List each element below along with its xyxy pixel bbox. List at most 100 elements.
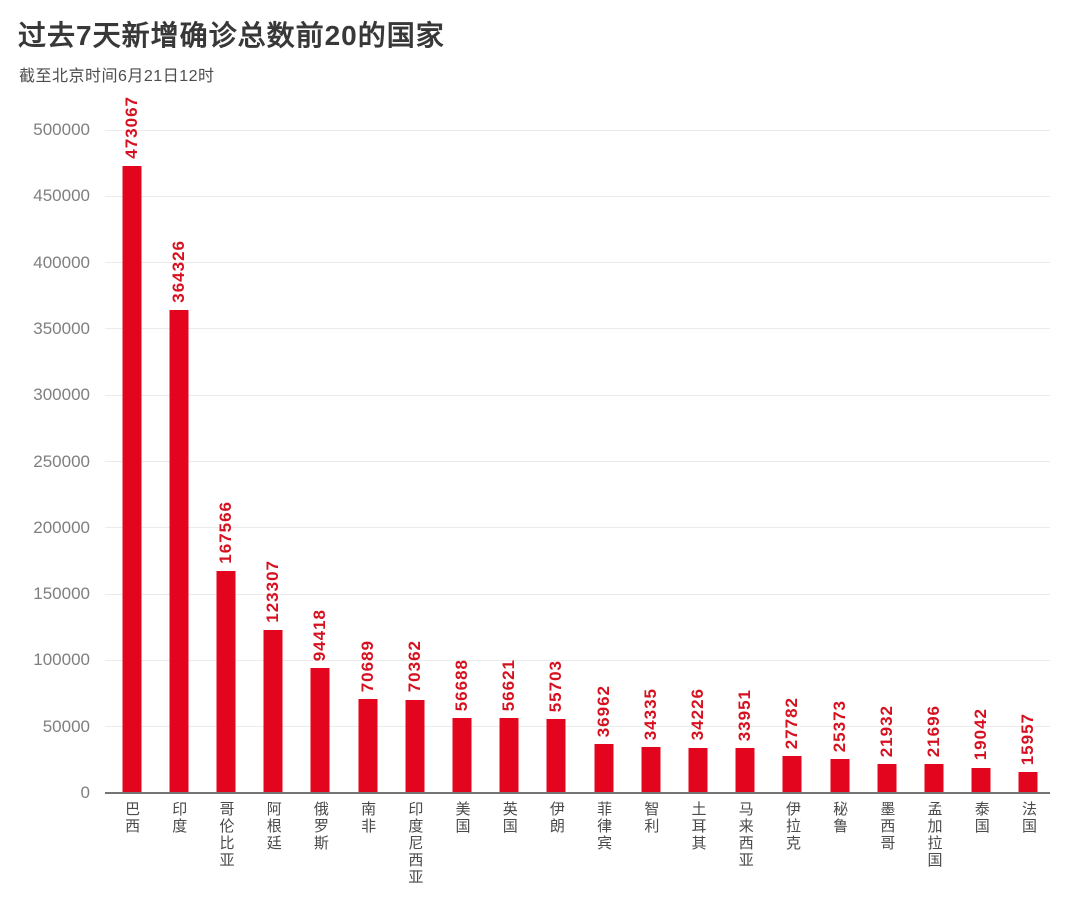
bar-value-label: 19042 (971, 708, 991, 761)
bar (263, 629, 283, 793)
bar (358, 699, 378, 793)
bar (735, 747, 755, 793)
x-axis-line (105, 792, 1050, 794)
bar-column: 364326 (155, 130, 202, 793)
x-tick-label: 土耳其 (689, 801, 707, 852)
bars-layer: 473067 364326 167566 123307 94418 70689 70362 5… (108, 96, 1052, 793)
bar-value-label: 70362 (404, 640, 424, 693)
bar (641, 747, 661, 793)
bar-column: 15957 (1005, 130, 1052, 793)
gridline (105, 659, 1050, 661)
x-tick-label: 智利 (642, 801, 660, 835)
bar-column: 34335 (627, 130, 674, 793)
bar (971, 767, 991, 793)
x-axis-labels: 巴西 印度 哥伦比亚 阿根廷 俄罗斯 南非 印度尼西亚 美国 英国 伊朗 菲律宾 智利 土耳其 马来西亚 伊… (108, 801, 1052, 886)
gridline (105, 593, 1050, 595)
bar-column: 167566 (202, 130, 249, 793)
x-tick-label: 哥伦比亚 (217, 801, 235, 869)
bar-value-label: 34335 (640, 688, 660, 741)
bar (216, 570, 236, 793)
x-tick-label: 秘鲁 (831, 801, 849, 835)
bar-value-label: 473067 (121, 95, 141, 159)
bar (499, 717, 519, 793)
bar-value-label: 25373 (829, 700, 849, 753)
bar-column: 56688 (438, 130, 485, 793)
x-tick-label: 英国 (500, 801, 518, 835)
y-tick-label: 450000 (33, 186, 90, 206)
gridline (105, 726, 1050, 728)
bar-value-label: 364326 (168, 240, 188, 303)
bar-column: 55703 (533, 130, 580, 793)
bar-value-label: 15957 (1018, 712, 1038, 765)
bar-column: 473067 (108, 96, 155, 793)
x-tick-label: 印度尼西亚 (406, 801, 424, 886)
bar (546, 719, 566, 793)
x-tick-label: 伊朗 (547, 801, 565, 835)
gridline (105, 195, 1050, 197)
x-tick-label: 阿根廷 (264, 801, 282, 852)
bar (1018, 771, 1038, 793)
bar-column: 21932 (863, 130, 910, 793)
x-tick-label: 法国 (1019, 801, 1037, 835)
bar (169, 309, 189, 793)
bar-column: 123307 (250, 130, 297, 793)
x-tick-label: 巴西 (123, 801, 141, 835)
gridline (105, 527, 1050, 529)
bar-column: 19042 (958, 130, 1005, 793)
x-tick-label: 伊拉克 (783, 801, 801, 852)
bar (688, 747, 708, 793)
bar (310, 667, 330, 793)
gridline (105, 328, 1050, 330)
bar-value-label: 36962 (593, 684, 613, 737)
bar (452, 717, 472, 793)
chart-title: 过去7天新增确诊总数前20的国家 (18, 20, 445, 51)
y-tick-label: 400000 (33, 252, 90, 272)
y-tick-label: 200000 (33, 517, 90, 537)
bar (594, 744, 614, 793)
x-tick-label: 俄罗斯 (311, 801, 329, 852)
bar-value-label: 56621 (499, 658, 519, 711)
bar-value-label: 21932 (876, 704, 896, 757)
bar (924, 764, 944, 793)
x-tick-label: 印度 (170, 801, 188, 835)
bar-value-label: 27782 (782, 696, 802, 750)
x-tick-label: 美国 (453, 801, 471, 835)
bar (405, 699, 425, 793)
x-tick-label: 泰国 (972, 801, 990, 835)
y-tick-label: 500000 (33, 120, 90, 139)
bar-column: 21696 (910, 130, 957, 793)
bar-value-label: 55703 (546, 659, 566, 713)
bar-column: 33951 (722, 130, 769, 793)
bar-value-label: 167566 (216, 501, 235, 564)
bar-value-label: 33951 (735, 688, 755, 741)
y-tick-label: 100000 (33, 650, 90, 670)
y-tick-label: 250000 (33, 451, 90, 471)
bar-column: 27782 (769, 130, 816, 793)
gridline (105, 461, 1050, 462)
bar-value-label: 123307 (263, 559, 283, 623)
bar (122, 165, 142, 793)
x-tick-label: 墨西哥 (878, 801, 896, 852)
bar-column: 94418 (297, 130, 344, 793)
gridline (105, 262, 1050, 264)
bar (877, 763, 897, 793)
y-tick-label: 0 (80, 783, 90, 802)
bar (782, 756, 802, 793)
bar-column: 36962 (580, 130, 627, 793)
bar-column: 70362 (391, 130, 438, 793)
bar-column: 34226 (674, 130, 721, 793)
bar-column: 56621 (486, 130, 533, 793)
bar-column: 25373 (816, 130, 863, 793)
y-tick-label: 150000 (33, 584, 90, 604)
x-tick-label: 南非 (359, 801, 377, 835)
bar-column: 70689 (344, 130, 391, 793)
bar-value-label: 94418 (310, 608, 330, 661)
x-tick-label: 菲律宾 (595, 801, 613, 852)
x-tick-label: 孟加拉国 (925, 801, 943, 869)
y-tick-label: 300000 (33, 385, 90, 405)
gridline (105, 394, 1050, 396)
bar-value-label: 34226 (688, 688, 708, 741)
y-tick-label: 350000 (33, 318, 90, 338)
x-tick-label: 马来西亚 (736, 801, 754, 869)
bar-value-label: 70689 (357, 640, 377, 693)
